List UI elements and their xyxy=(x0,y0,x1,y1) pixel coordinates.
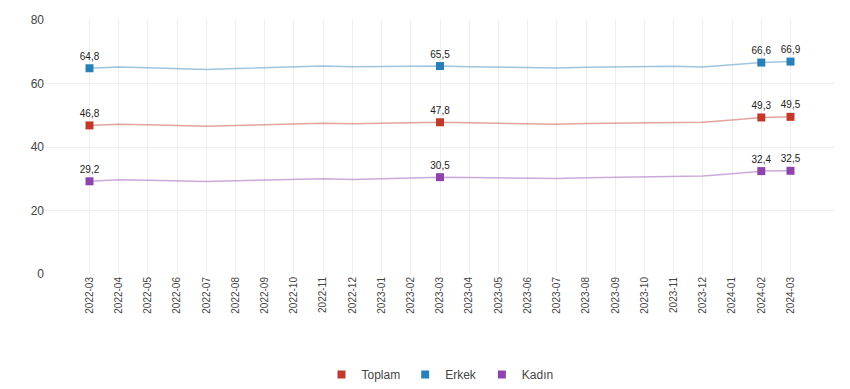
svg-text:0: 0 xyxy=(37,267,44,281)
svg-text:2023-08: 2023-08 xyxy=(580,277,591,314)
svg-text:66,6: 66,6 xyxy=(752,45,772,56)
svg-text:49,3: 49,3 xyxy=(752,100,772,111)
svg-text:2022-08: 2022-08 xyxy=(230,277,241,314)
svg-text:2024-02: 2024-02 xyxy=(756,277,767,314)
svg-text:2022-07: 2022-07 xyxy=(201,277,212,314)
svg-text:2023-05: 2023-05 xyxy=(493,277,504,314)
svg-text:2023-02: 2023-02 xyxy=(405,277,416,314)
svg-text:60: 60 xyxy=(31,77,45,91)
svg-text:66,9: 66,9 xyxy=(781,44,801,55)
svg-text:46,8: 46,8 xyxy=(80,108,100,119)
svg-text:2023-09: 2023-09 xyxy=(610,277,621,314)
svg-text:2022-12: 2022-12 xyxy=(347,277,358,314)
svg-text:2024-03: 2024-03 xyxy=(785,277,796,314)
svg-text:2023-07: 2023-07 xyxy=(551,277,562,314)
svg-text:Erkek: Erkek xyxy=(445,368,477,382)
svg-text:2023-01: 2023-01 xyxy=(376,277,387,314)
svg-text:2023-04: 2023-04 xyxy=(463,277,474,314)
svg-text:80: 80 xyxy=(31,13,45,27)
svg-text:40: 40 xyxy=(31,140,45,154)
svg-text:2023-10: 2023-10 xyxy=(639,277,650,314)
svg-text:64,8: 64,8 xyxy=(80,51,100,62)
svg-text:2023-03: 2023-03 xyxy=(434,277,445,314)
svg-text:2023-11: 2023-11 xyxy=(668,277,679,313)
svg-text:2024-01: 2024-01 xyxy=(726,277,737,314)
svg-text:Toplam: Toplam xyxy=(362,368,401,382)
svg-text:29,2: 29,2 xyxy=(80,164,100,175)
svg-text:20: 20 xyxy=(31,204,45,218)
svg-text:2023-12: 2023-12 xyxy=(697,277,708,314)
svg-text:65,5: 65,5 xyxy=(430,49,450,60)
svg-text:2022-09: 2022-09 xyxy=(259,277,270,314)
svg-text:2022-05: 2022-05 xyxy=(142,277,153,314)
svg-text:49,5: 49,5 xyxy=(781,99,801,110)
svg-text:Kadın: Kadın xyxy=(522,368,553,382)
svg-text:2022-10: 2022-10 xyxy=(288,277,299,314)
svg-text:2022-06: 2022-06 xyxy=(171,277,182,314)
svg-text:2022-11: 2022-11 xyxy=(317,277,328,313)
svg-text:32,4: 32,4 xyxy=(752,154,772,165)
svg-text:2023-06: 2023-06 xyxy=(522,277,533,314)
svg-text:32,5: 32,5 xyxy=(781,153,801,164)
svg-text:30,5: 30,5 xyxy=(430,160,450,171)
svg-text:47,8: 47,8 xyxy=(430,105,450,116)
svg-text:2022-04: 2022-04 xyxy=(113,277,124,314)
svg-text:2022-03: 2022-03 xyxy=(84,277,95,314)
